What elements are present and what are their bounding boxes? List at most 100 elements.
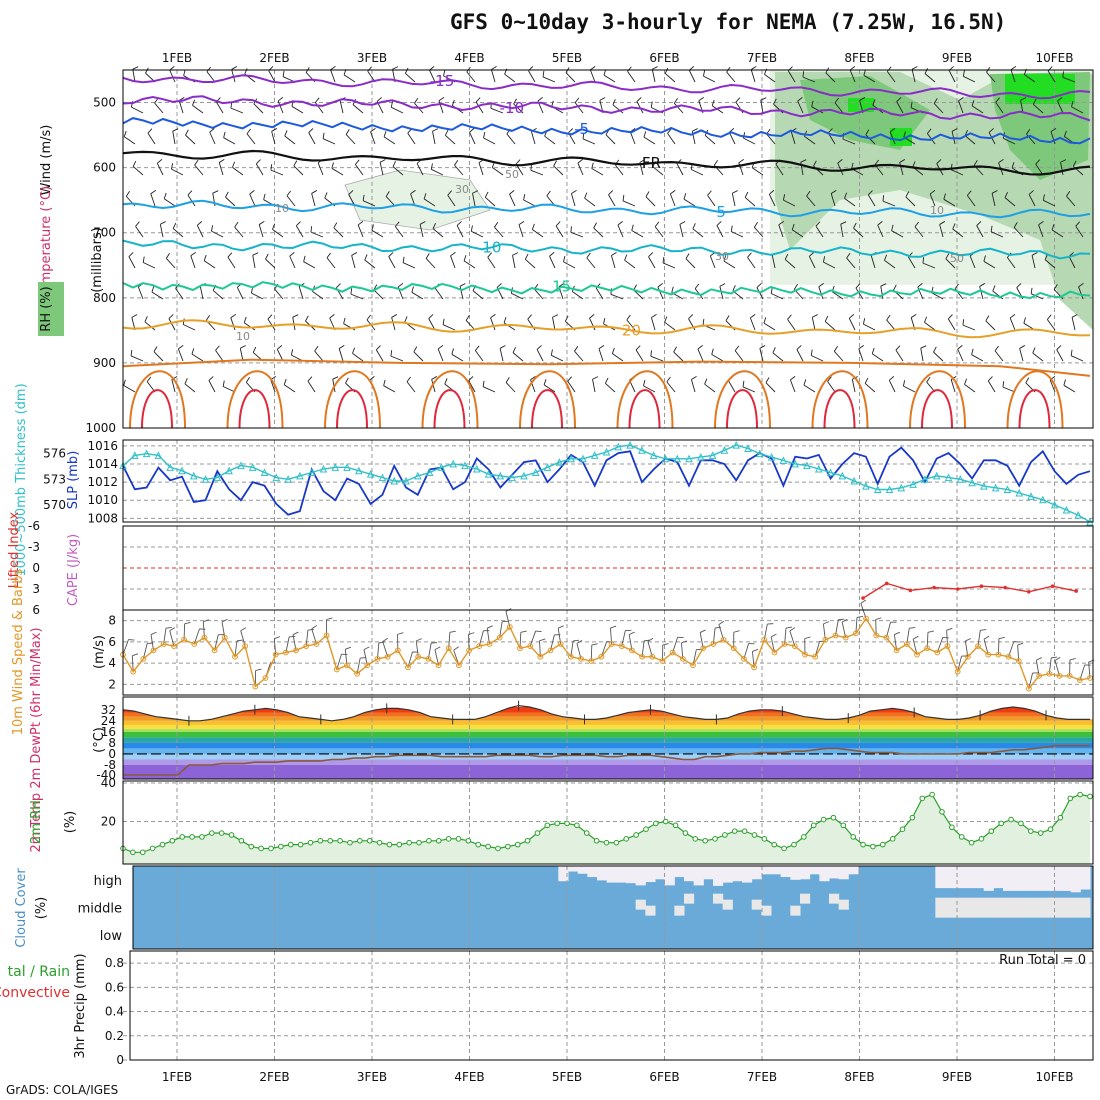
wind-barb-feather xyxy=(370,127,376,133)
wind-barb-feather xyxy=(379,159,386,163)
wind-barb-feather xyxy=(734,345,740,351)
wind-barb xyxy=(768,194,776,207)
wind-barb-feather xyxy=(1050,127,1057,133)
wind-barb xyxy=(268,70,276,83)
wind-speed-point xyxy=(944,643,951,650)
rh-contour-label: 10 xyxy=(930,204,944,217)
high-cloud-gap xyxy=(935,866,946,889)
wind-barb xyxy=(633,289,644,300)
wind-barb-feather xyxy=(617,220,623,226)
wind-barb-feather xyxy=(995,97,1001,103)
wind-barb xyxy=(952,228,964,238)
temperature-tick: -8 xyxy=(104,758,116,772)
rh-point xyxy=(139,849,146,856)
rh-point xyxy=(919,795,926,802)
wind-barb-feather xyxy=(871,347,875,354)
wind-barb-feather xyxy=(691,376,697,380)
wind-speed-point xyxy=(832,632,839,639)
wind-barb xyxy=(657,286,664,300)
wind-barb-feather xyxy=(1071,314,1078,318)
dewpoint-line xyxy=(123,744,1090,776)
wind-barb xyxy=(370,131,376,145)
wind-barb xyxy=(577,162,584,176)
wind-barb-feather xyxy=(980,629,987,631)
y-axis-label: Lifted Index xyxy=(7,511,22,588)
wind-barb-feather xyxy=(851,162,854,169)
wind-barb xyxy=(463,260,476,269)
date-label: 4FEB xyxy=(454,51,484,65)
wind-barb xyxy=(383,136,396,145)
wind-speed-point xyxy=(629,647,635,654)
pressure-tick: 900 xyxy=(93,356,116,370)
wind-barb xyxy=(662,262,676,269)
wind-barb-feather xyxy=(293,160,298,167)
wind-barb xyxy=(570,231,584,238)
wind-barb-feather xyxy=(604,377,609,384)
wind-speed-point xyxy=(1056,672,1063,679)
wind-barb xyxy=(276,349,284,362)
wind-barb xyxy=(840,224,844,238)
wind-barb-feather xyxy=(1009,313,1016,319)
rh-point xyxy=(248,843,255,850)
rh-point xyxy=(583,830,590,836)
wind-barb xyxy=(390,355,404,362)
wind-barb-feather xyxy=(608,190,614,196)
precip-tick: 0.2 xyxy=(105,1029,124,1043)
wind-barb-feather xyxy=(927,128,932,134)
slp-thickness-panel: 1016 1014 1012 1010 1008 576 573 570 1000~500mb … xyxy=(14,383,1094,577)
wind-barb xyxy=(744,197,756,207)
wind-barb-feather xyxy=(635,345,641,351)
wind-barb-feather xyxy=(263,193,266,200)
wind-barb xyxy=(664,321,676,331)
contour-label: 15 xyxy=(552,278,571,296)
wind-barb-feather xyxy=(864,377,869,384)
wind-barb-feather xyxy=(292,631,299,636)
temperature-tick: 32 xyxy=(101,703,116,717)
wind-speed-point xyxy=(547,647,554,654)
wind-barb xyxy=(485,196,496,207)
wind-speed-point xyxy=(1087,675,1093,681)
y-axis-label: (m/s) xyxy=(92,635,107,669)
middle-cloud-gap xyxy=(1041,897,1052,918)
middle-cloud-gap xyxy=(838,899,849,910)
lifted-index-line xyxy=(862,582,1077,599)
thickness-point xyxy=(272,473,281,482)
wind-barb xyxy=(891,230,904,238)
wind-barb xyxy=(992,290,1004,300)
wind-barb xyxy=(824,321,836,331)
wind-barb xyxy=(563,261,576,269)
high-cloud-gap xyxy=(693,866,704,886)
wind-barb-feather xyxy=(662,643,669,646)
rh-point xyxy=(327,837,334,844)
wind-barb xyxy=(478,162,484,176)
wind-barb xyxy=(833,351,844,362)
wind-speed-point xyxy=(690,662,696,669)
wind-barb xyxy=(338,348,344,362)
thickness-tick: 573 xyxy=(43,472,66,486)
wind-barb xyxy=(612,353,624,362)
wind-barb xyxy=(834,102,844,114)
wind-speed-point xyxy=(211,647,218,654)
wind-barb-feather xyxy=(784,253,789,260)
wind-barb xyxy=(778,224,784,238)
wind-barb-feather xyxy=(738,158,744,164)
wind-barb-feather xyxy=(135,221,140,227)
wind-barb xyxy=(666,381,676,393)
wind-barb-feather xyxy=(419,221,426,225)
wind-barb-feather xyxy=(946,627,953,631)
wind-barb-feather xyxy=(284,130,288,137)
wind-barb-feather xyxy=(326,617,333,620)
rh-point xyxy=(435,837,442,844)
wind-barb xyxy=(553,165,564,176)
wind-barb xyxy=(905,196,916,207)
wind-barb xyxy=(272,228,284,238)
wind-barb xyxy=(911,69,916,83)
y-axis-label: 3hr Precip (mm) xyxy=(73,953,88,1058)
rh-point xyxy=(228,832,235,838)
wind-speed-point xyxy=(578,655,584,662)
wind-barb xyxy=(886,71,896,83)
wind-barb-feather xyxy=(1056,345,1062,350)
rh-point xyxy=(278,843,284,850)
wind-barb xyxy=(882,200,896,207)
wind-barb-feather xyxy=(168,314,174,319)
